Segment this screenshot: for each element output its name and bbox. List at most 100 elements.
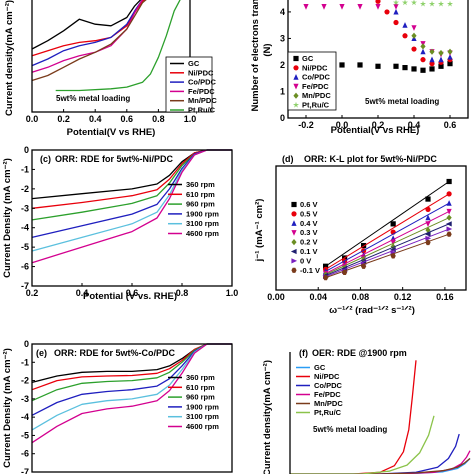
legend-entry: 4600 rpm — [186, 229, 219, 238]
data-point — [393, 19, 399, 26]
panel-title: ORR: RDE for 5wt%-Ni/PDC — [55, 154, 174, 164]
panel-title: OER: RDE @1900 rpm — [312, 348, 407, 358]
y-tick-label: -2 — [21, 184, 29, 194]
legend-marker — [291, 211, 297, 217]
data-point — [375, 63, 381, 69]
series-line-2 — [290, 433, 460, 474]
data-point — [446, 231, 452, 237]
legend-entry: Mn/PDC — [188, 96, 217, 105]
fit-line — [325, 181, 450, 267]
fit-line — [325, 228, 450, 278]
data-point — [390, 221, 396, 227]
y-tick-label: -5 — [21, 242, 29, 252]
data-point — [390, 247, 396, 253]
data-point — [390, 235, 396, 241]
data-point — [357, 4, 363, 10]
x-tick-label: 0.0 — [336, 120, 349, 130]
data-point — [425, 235, 432, 241]
data-point — [375, 4, 381, 10]
data-point — [437, 0, 445, 7]
data-point — [390, 253, 396, 259]
x-tick-label: 0.8 — [152, 114, 165, 124]
panel-title: ORR: RDE for 5wt%-Co/PDC — [54, 348, 175, 358]
legend-entry: Co/PDC — [314, 381, 343, 390]
data-point — [323, 263, 329, 269]
data-point — [424, 231, 431, 237]
legend-entry: Ni/PDC — [188, 68, 214, 77]
data-point — [446, 214, 452, 221]
data-point — [357, 62, 363, 68]
x-tick-label: 0.0 — [26, 114, 39, 124]
data-point — [410, 0, 418, 6]
legend-marker — [293, 74, 299, 80]
panel-title: ORR: K-L plot for 5wt%-Ni/PDC — [304, 154, 437, 164]
legend-box — [287, 51, 337, 111]
data-point — [339, 62, 345, 68]
legend-marker — [291, 220, 297, 226]
legend-entry: 360 rpm — [186, 373, 215, 382]
y-tick-label: -3 — [21, 394, 29, 404]
y-tick-label: -3 — [21, 203, 29, 213]
data-point — [411, 66, 417, 72]
legend-entry: 3100 rpm — [186, 219, 219, 228]
data-point — [402, 65, 408, 71]
data-point — [411, 25, 417, 31]
axes-frame — [31, 0, 191, 113]
legend-marker — [291, 230, 297, 236]
data-point — [419, 0, 427, 7]
x-tick-label: 0.16 — [436, 292, 454, 302]
data-point — [447, 61, 453, 67]
x-tick-label: 0.08 — [352, 292, 370, 302]
data-point — [420, 43, 426, 50]
data-point — [339, 4, 345, 10]
legend-entry: 610 rpm — [186, 190, 215, 199]
panel-e-rde-co-pdc: 0 -1 -2 -3 -4 -5 -6 -7 (e) ORR: RDE for 5wt%-Co/P… — [2, 339, 233, 474]
x-tick-label: 0.6 — [444, 120, 457, 130]
y-tick-label: -4 — [21, 412, 29, 422]
y-tick-label: -5 — [21, 430, 29, 440]
y-tick-label: -2 — [21, 376, 29, 386]
series-7 — [323, 231, 452, 281]
y-axis-label-n: (N) — [262, 43, 273, 56]
data-point — [420, 57, 426, 63]
legend-entry: 1900 rpm — [186, 402, 219, 411]
legend-entry: 0.4 V — [300, 219, 318, 228]
legend-entry: Fe/PDC — [314, 390, 341, 399]
data-point — [438, 63, 444, 69]
data-point — [393, 8, 399, 15]
data-point — [420, 48, 426, 55]
x-tick-label: 0.4 — [408, 120, 421, 130]
data-point — [447, 48, 453, 55]
y-tick-label: -1 — [21, 164, 29, 174]
fit-line — [325, 217, 450, 275]
legend-entry: 0.3 V — [300, 228, 318, 237]
legend-marker — [293, 65, 299, 71]
x-tick-label: 0.2 — [26, 288, 39, 298]
legend-marker — [292, 101, 300, 108]
data-point — [402, 22, 408, 28]
chart-title-c: ORR: RDE for 5wt%-Ni/PDC — [0, 0, 1, 1]
x-tick-label: 0.00 — [267, 292, 285, 302]
x-tick-label: 0.4 — [76, 288, 89, 298]
legend-entry: GC — [302, 54, 314, 63]
series-markers-5 — [392, 0, 454, 7]
data-point — [446, 178, 452, 185]
data-point — [323, 275, 329, 281]
series-markers-4 — [411, 32, 453, 57]
panel-d-kl-plot: 0.00 0.04 0.08 0.12 0.16 (d) ORR: K-L plot for… — [254, 154, 467, 316]
legend-box — [165, 56, 213, 113]
x-axis-label: Potential(V vs RHE) — [331, 125, 420, 136]
legend-marker — [291, 239, 297, 246]
fit-line — [325, 202, 450, 272]
y-tick-label: 1 — [280, 86, 285, 96]
series-line-5 — [55, 0, 181, 92]
y-tick-label: -7 — [21, 467, 29, 474]
data-point — [425, 196, 431, 202]
data-point — [392, 0, 400, 6]
series-line-4 — [290, 457, 471, 474]
x-axis-label: ω⁻¹ᐟ² (rad⁻¹ᐟ² s⁻¹ᐟ²) — [329, 305, 415, 316]
panel-f-oer: (f) OER: RDE @1900 rpm Current density(mA … — [262, 348, 471, 474]
series-line-5 — [31, 149, 232, 264]
data-point — [446, 0, 454, 7]
